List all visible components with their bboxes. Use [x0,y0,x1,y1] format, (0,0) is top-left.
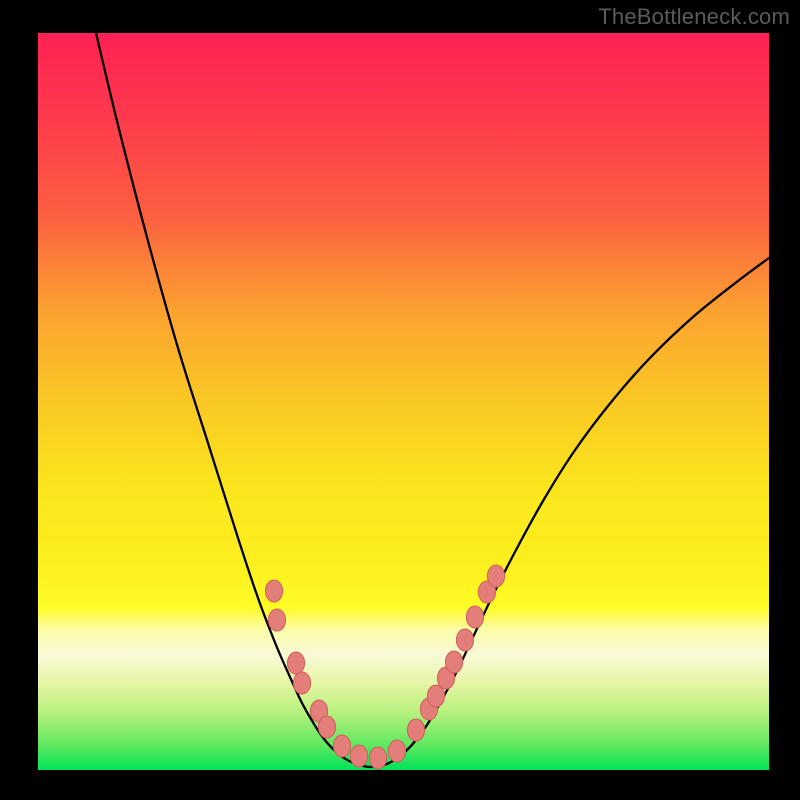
chart-root: TheBottleneck.com [0,0,800,800]
data-marker [456,629,473,651]
data-marker [265,580,282,602]
data-marker [407,719,424,741]
data-marker [333,735,350,757]
plot-area [38,33,769,770]
data-marker [293,672,310,694]
gradient-background [38,33,769,770]
data-marker [466,606,483,628]
data-marker [487,565,504,587]
watermark-label: TheBottleneck.com [598,4,790,30]
data-marker [350,745,367,767]
data-marker [268,609,285,631]
data-marker [445,651,462,673]
data-marker [369,747,386,769]
data-marker [318,716,335,738]
data-marker [287,652,304,674]
chart-svg [38,33,769,770]
data-marker [388,740,405,762]
